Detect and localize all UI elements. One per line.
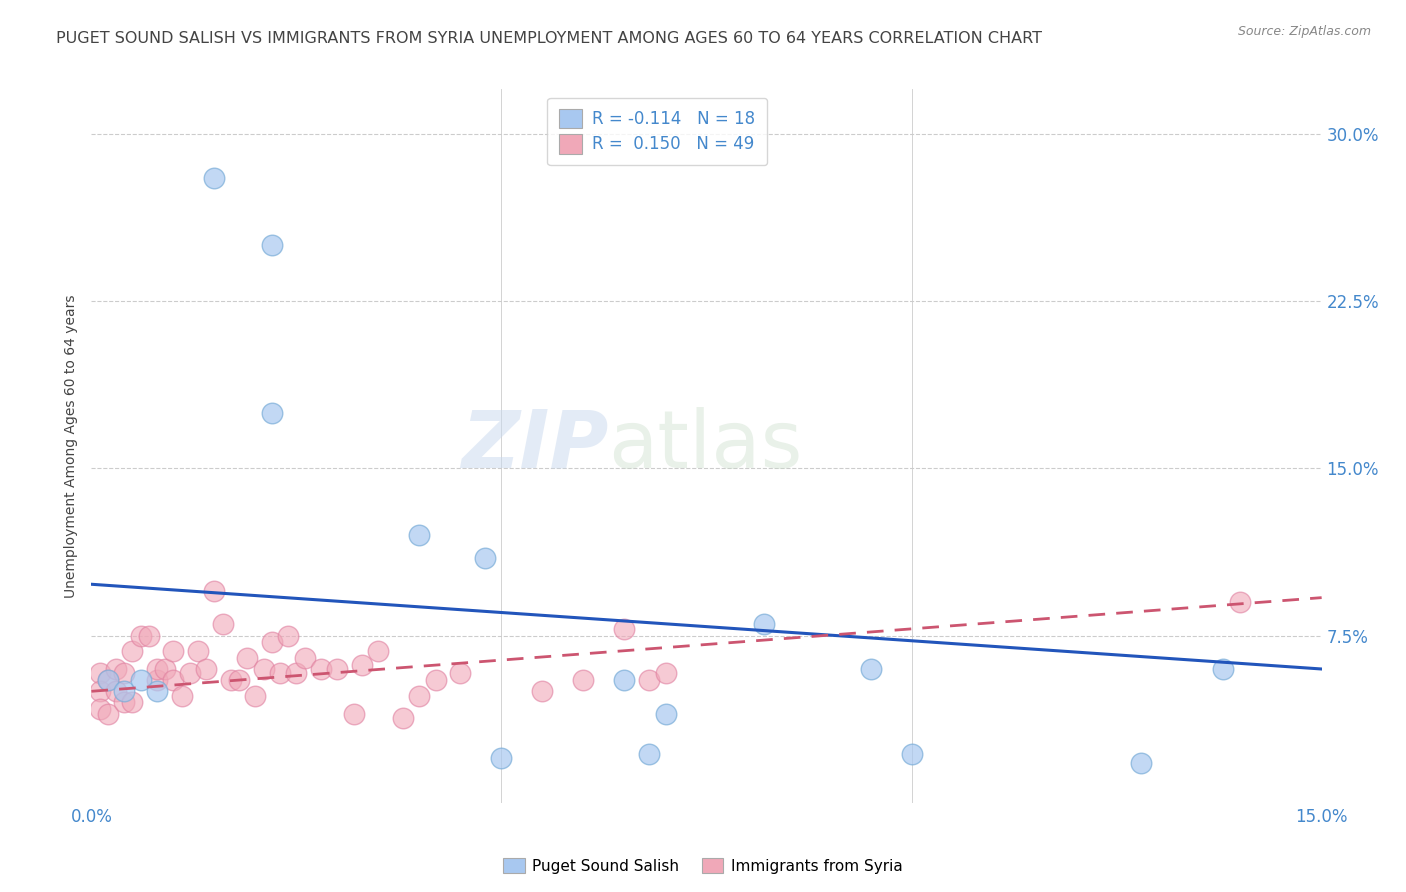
Point bbox=[491, 751, 513, 765]
Point bbox=[228, 673, 250, 687]
Point bbox=[269, 666, 291, 681]
Point bbox=[309, 662, 332, 676]
Text: PUGET SOUND SALISH VS IMMIGRANTS FROM SYRIA UNEMPLOYMENT AMONG AGES 60 TO 64 YEA: PUGET SOUND SALISH VS IMMIGRANTS FROM SY… bbox=[56, 31, 1042, 46]
Point bbox=[89, 684, 111, 698]
Point bbox=[294, 651, 316, 665]
Point bbox=[162, 644, 184, 658]
Point bbox=[277, 628, 299, 642]
Point bbox=[1130, 756, 1153, 770]
Point bbox=[121, 696, 143, 710]
Point bbox=[89, 666, 111, 681]
Point bbox=[105, 684, 127, 698]
Point bbox=[153, 662, 177, 676]
Point bbox=[638, 673, 661, 687]
Point bbox=[97, 673, 120, 687]
Point bbox=[245, 689, 267, 703]
Point bbox=[97, 706, 120, 721]
Point bbox=[105, 662, 127, 676]
Point bbox=[1212, 662, 1234, 676]
Point bbox=[392, 711, 415, 725]
Point bbox=[352, 657, 374, 672]
Point bbox=[613, 673, 636, 687]
Point bbox=[449, 666, 471, 681]
Legend: Puget Sound Salish, Immigrants from Syria: Puget Sound Salish, Immigrants from Syri… bbox=[498, 852, 908, 880]
Text: Source: ZipAtlas.com: Source: ZipAtlas.com bbox=[1237, 25, 1371, 38]
Point bbox=[260, 405, 283, 420]
Point bbox=[367, 644, 389, 658]
Point bbox=[138, 628, 160, 642]
Point bbox=[89, 702, 111, 716]
Point bbox=[170, 689, 193, 703]
Point bbox=[146, 684, 169, 698]
Point bbox=[129, 628, 152, 642]
Point bbox=[900, 747, 922, 761]
Point bbox=[219, 673, 242, 687]
Text: atlas: atlas bbox=[607, 407, 803, 485]
Point bbox=[285, 666, 308, 681]
Point bbox=[187, 644, 209, 658]
Point bbox=[343, 706, 366, 721]
Point bbox=[638, 747, 661, 761]
Point bbox=[425, 673, 447, 687]
Point bbox=[146, 673, 169, 687]
Point bbox=[162, 673, 184, 687]
Text: ZIP: ZIP bbox=[461, 407, 607, 485]
Point bbox=[326, 662, 349, 676]
Point bbox=[654, 706, 676, 721]
Point bbox=[260, 635, 283, 649]
Point bbox=[97, 673, 120, 687]
Point bbox=[408, 689, 430, 703]
Point bbox=[146, 662, 169, 676]
Point bbox=[859, 662, 882, 676]
Legend: R = -0.114   N = 18, R =  0.150   N = 49: R = -0.114 N = 18, R = 0.150 N = 49 bbox=[547, 97, 768, 165]
Point bbox=[112, 666, 135, 681]
Point bbox=[654, 666, 676, 681]
Point bbox=[474, 550, 496, 565]
Point bbox=[179, 666, 201, 681]
Point bbox=[202, 171, 225, 186]
Point bbox=[129, 673, 152, 687]
Point bbox=[752, 617, 775, 632]
Point bbox=[211, 617, 233, 632]
Point bbox=[236, 651, 259, 665]
Point bbox=[613, 622, 636, 636]
Point bbox=[408, 528, 430, 542]
Point bbox=[195, 662, 218, 676]
Point bbox=[253, 662, 276, 676]
Point bbox=[531, 684, 554, 698]
Y-axis label: Unemployment Among Ages 60 to 64 years: Unemployment Among Ages 60 to 64 years bbox=[65, 294, 79, 598]
Point bbox=[1229, 595, 1251, 609]
Point bbox=[112, 684, 135, 698]
Point bbox=[260, 238, 283, 252]
Point bbox=[112, 696, 135, 710]
Point bbox=[202, 583, 225, 598]
Point bbox=[121, 644, 143, 658]
Point bbox=[572, 673, 595, 687]
